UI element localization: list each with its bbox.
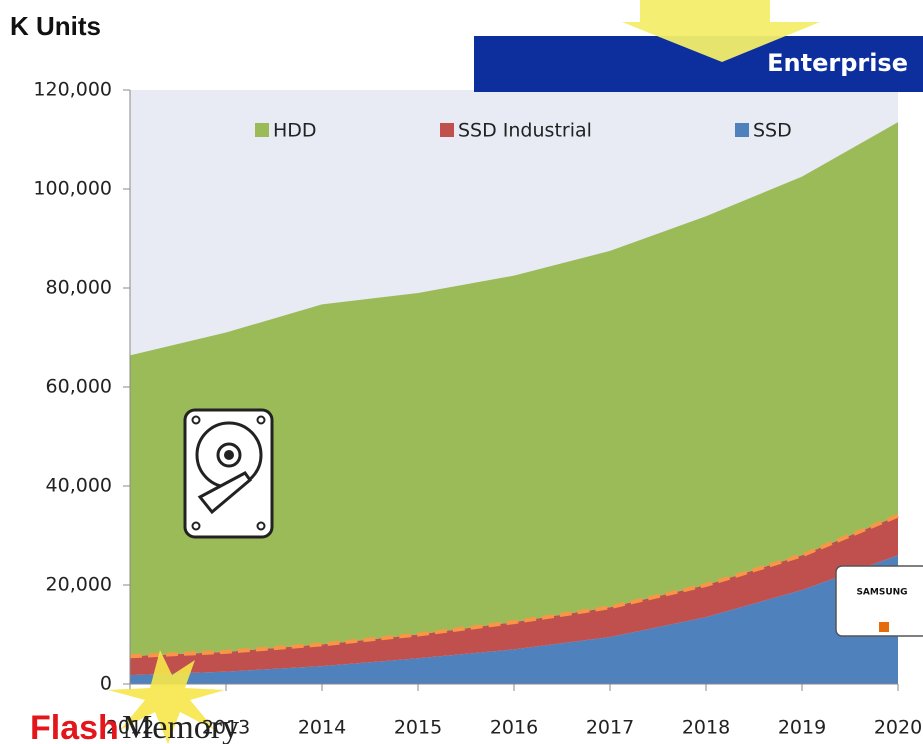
x-tick-label: 2017 [586,717,634,739]
y-tick-label: 80,000 [46,277,112,299]
x-tick-label: 2020 [874,717,922,739]
x-tick-label: 2018 [682,717,730,739]
areas [129,122,899,684]
area [130,555,898,684]
area [130,122,898,657]
banner-label: Enterprise [767,49,908,77]
chart-title: K Units [10,11,101,41]
ssd-icon [835,565,923,637]
boundary-line [129,513,899,659]
x-tick-label: 2015 [394,717,442,739]
axes: 0 20,000 40,000 60,000 80,000 100,000 120,000 H… [33,79,899,695]
logo-flash: Flash [30,709,119,744]
legend-label: HDD [273,120,317,142]
x-tick-label: 2012 [106,717,154,739]
legend-swatch [255,123,269,137]
legend-label: SSD Industrial [458,120,592,142]
y-tick-label: 20,000 [46,574,112,596]
ssd-icon-dot [879,622,889,632]
logo-memory: Memory [122,709,239,744]
y-tick-label: 100,000 [33,178,112,200]
x-tick-label: 2013 [202,717,250,739]
x-tick-label: 2016 [490,717,538,739]
y-tick-label: 0 [100,673,112,695]
brand-label: SAMSUNG [856,588,907,598]
legend-swatch [735,123,749,137]
y-tick-label: 60,000 [46,376,112,398]
x-tick-label: 2019 [778,717,826,739]
area [130,515,898,676]
starburst [108,650,225,744]
hdd-icon [183,408,274,539]
y-tick-label: 120,000 [33,79,112,101]
x-labels: 2012 2013 2014 2015 2016 2017 2018 2019 2020 [106,717,922,739]
legend-swatch [440,123,454,137]
legend-label: SSD [753,120,792,142]
x-tick-label: 2014 [298,717,346,739]
y-tick-label: 40,000 [46,475,112,497]
arrow-icon [622,0,820,62]
